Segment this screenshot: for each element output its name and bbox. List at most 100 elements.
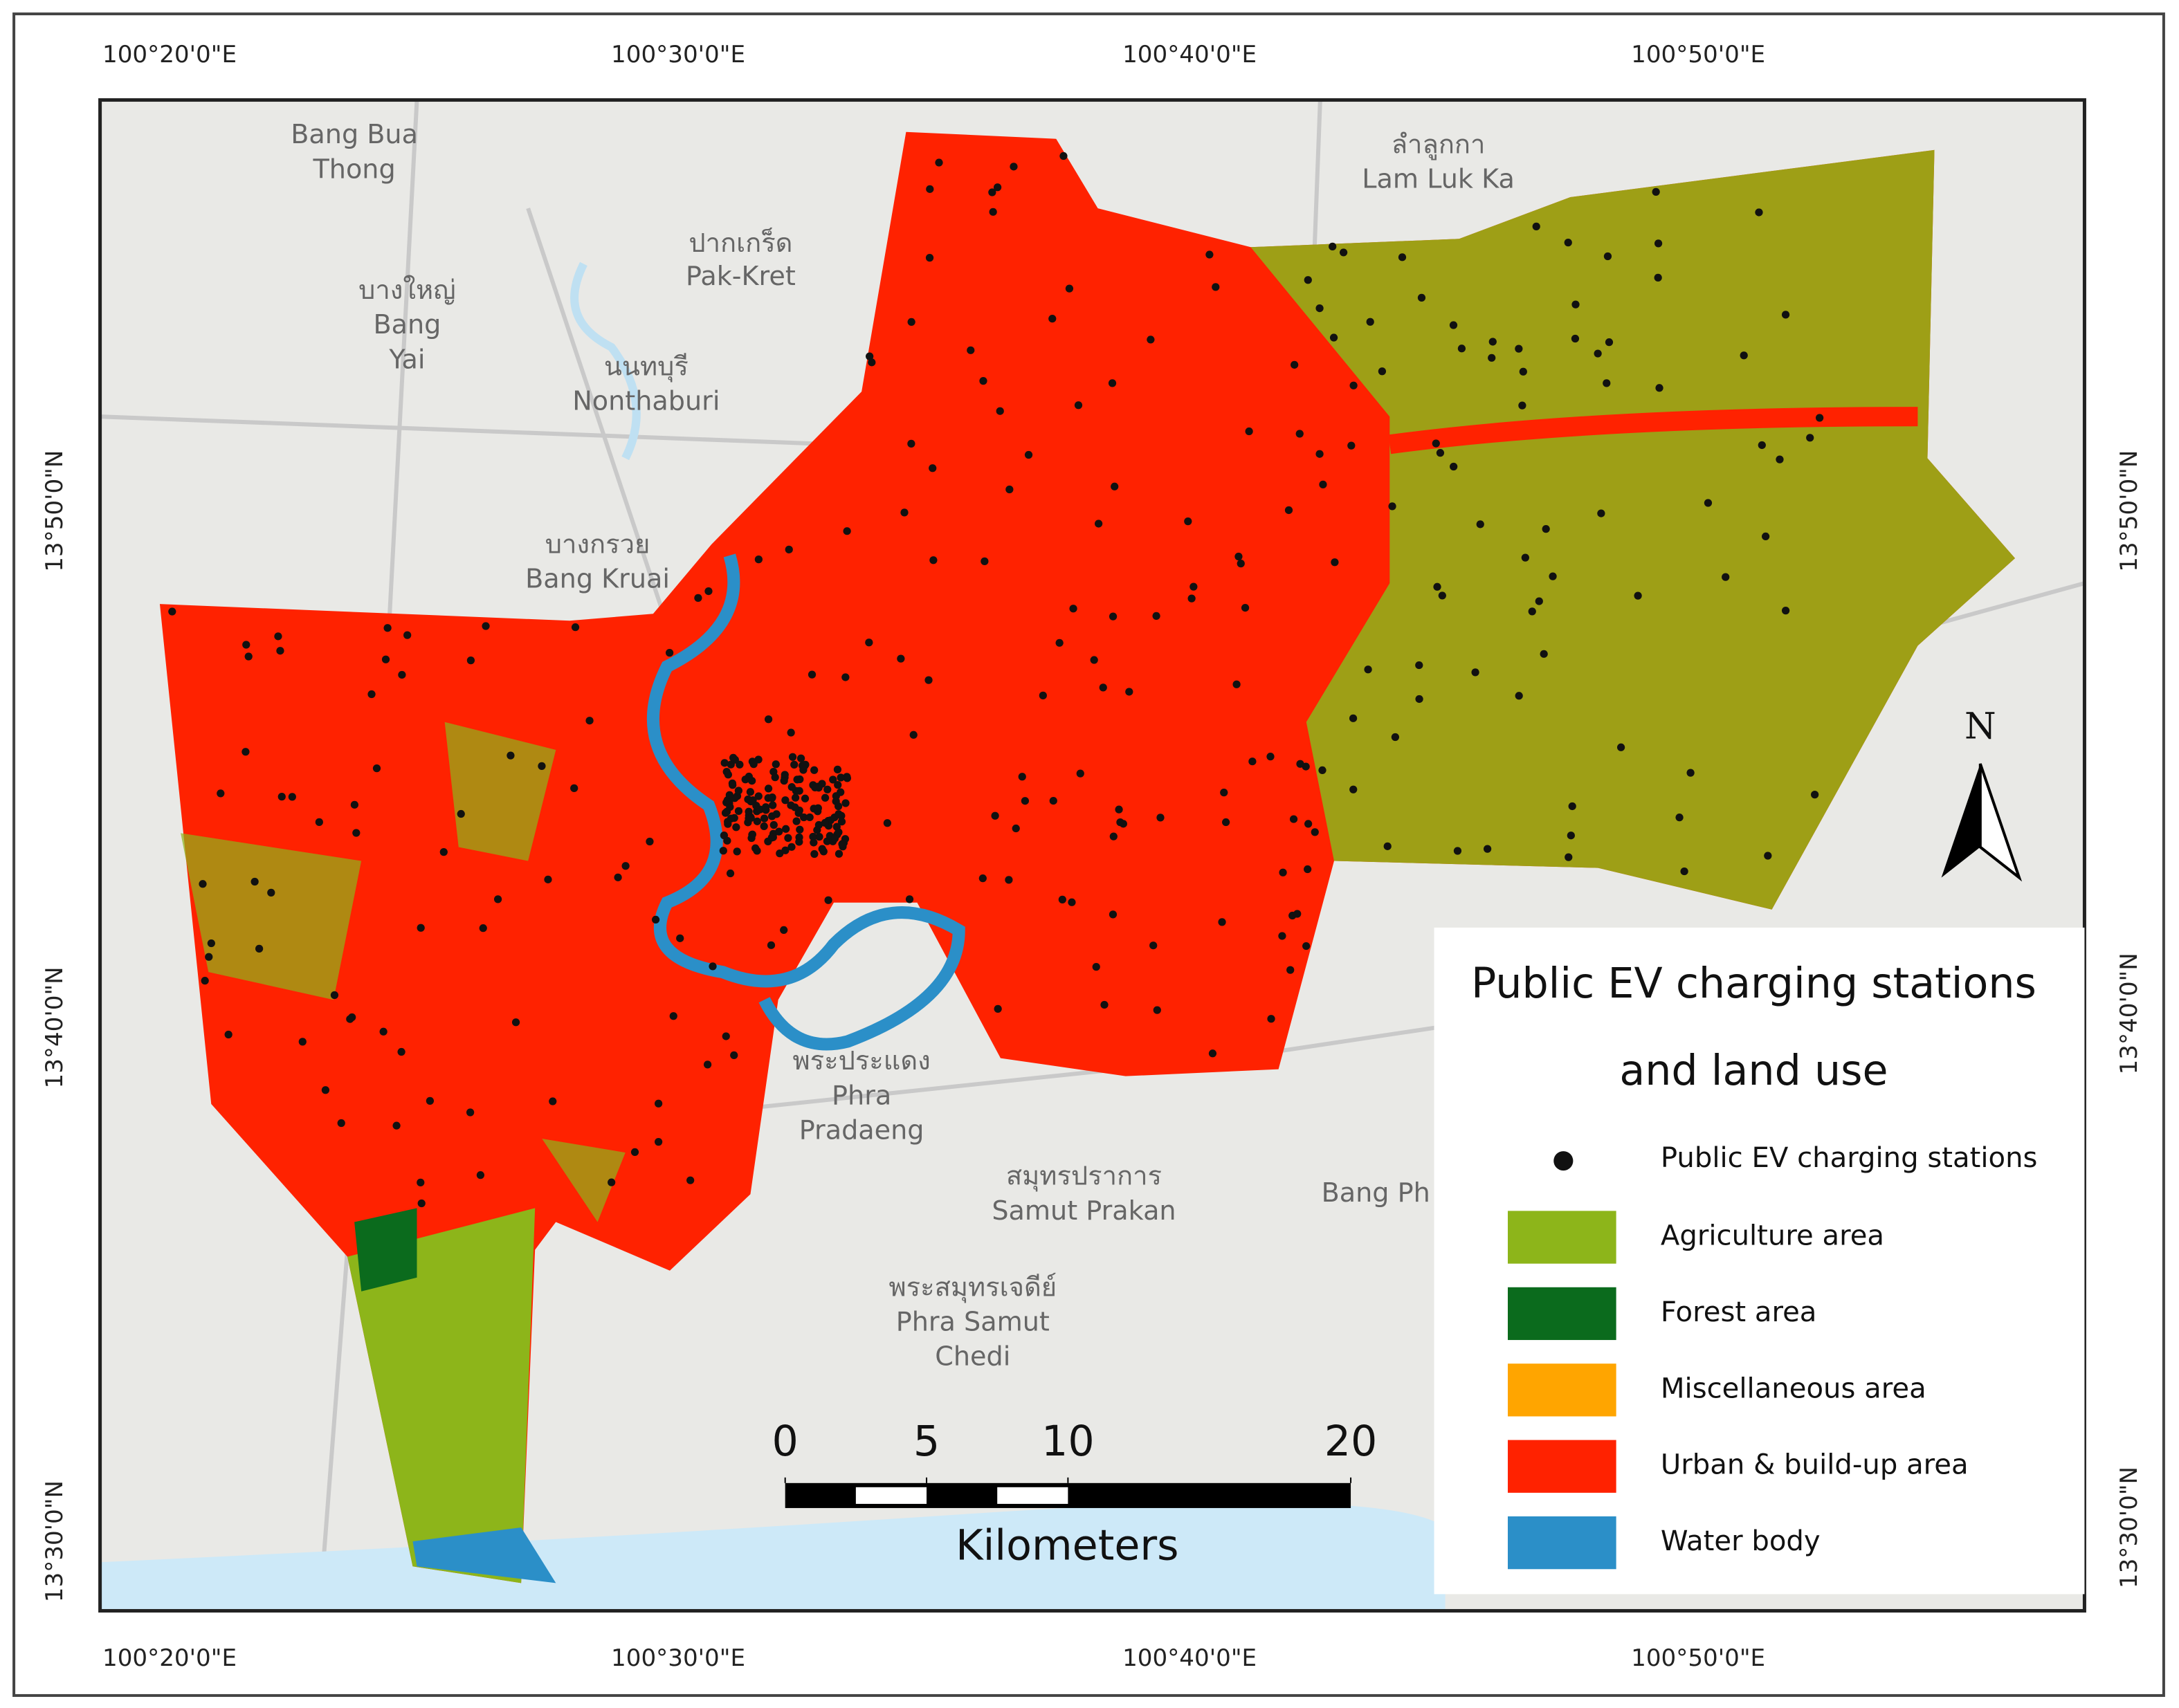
station [1488, 338, 1497, 346]
forest [354, 1208, 417, 1292]
scale-segment [997, 1487, 1068, 1504]
station [1616, 743, 1625, 751]
station [321, 1086, 330, 1094]
station [1111, 482, 1119, 490]
station [1605, 338, 1614, 347]
station [781, 796, 790, 805]
station [866, 352, 874, 360]
station [780, 777, 788, 785]
station [1476, 520, 1484, 529]
scale-bar: Kilometers 0 5 10 20 [772, 1417, 1378, 1570]
station [665, 649, 674, 657]
station [1450, 462, 1458, 471]
station [1680, 867, 1688, 876]
station [730, 1051, 738, 1059]
station [655, 1138, 663, 1146]
agriculture-east [1250, 149, 2016, 910]
station [821, 793, 830, 802]
station [837, 818, 846, 826]
station [785, 545, 793, 553]
station [724, 771, 733, 779]
station [824, 896, 832, 904]
station [1220, 789, 1228, 797]
station [1764, 852, 1772, 860]
station [729, 781, 737, 789]
station [764, 715, 773, 724]
station [792, 817, 801, 825]
place: Yai [388, 344, 425, 374]
station [821, 818, 829, 827]
station [724, 818, 732, 826]
station [330, 991, 339, 1000]
places: Bang Bua Thong ลำลูกกา Lam Luk Ka ปากเกร… [291, 119, 1515, 1371]
station [1347, 441, 1356, 450]
station [748, 831, 756, 839]
charging-stations [168, 151, 1824, 1208]
station [686, 1176, 695, 1184]
station [1100, 1000, 1109, 1009]
station [790, 760, 799, 769]
station [1094, 520, 1103, 528]
legend-swatch [1507, 1440, 1616, 1493]
station [1535, 597, 1543, 605]
station [1147, 336, 1155, 344]
station [1222, 818, 1230, 827]
station [907, 439, 915, 448]
station [771, 773, 779, 782]
station [725, 791, 733, 799]
station [1391, 733, 1400, 742]
station [835, 828, 843, 836]
station [585, 717, 594, 725]
station [352, 829, 361, 837]
station [769, 820, 778, 829]
legend-label: Water body [1661, 1525, 1821, 1557]
station [439, 848, 448, 856]
station [719, 847, 727, 855]
station [813, 826, 821, 834]
station [865, 639, 873, 647]
station [754, 755, 763, 764]
station [815, 832, 823, 841]
station [1267, 1015, 1275, 1023]
station [1518, 401, 1526, 410]
station [722, 1032, 730, 1040]
station [769, 801, 777, 809]
arrow-left [1941, 764, 1980, 878]
station [1212, 283, 1220, 291]
station [315, 818, 323, 826]
station [493, 895, 502, 903]
station [1571, 300, 1580, 309]
station [810, 850, 819, 858]
place: Bang Ph [1322, 1177, 1430, 1208]
station [760, 814, 769, 823]
legend-swatch [1507, 1287, 1616, 1341]
station [754, 792, 763, 800]
station [1153, 1006, 1161, 1014]
station [1594, 349, 1602, 358]
place: นนทบุรี [604, 351, 689, 382]
station [907, 318, 915, 327]
station [994, 1004, 1002, 1013]
station [978, 874, 987, 883]
north-label: N [1964, 706, 1996, 747]
station [1433, 582, 1441, 591]
station [1815, 414, 1824, 422]
north-arrow: N [1941, 706, 2023, 882]
coordinate-labels: 100°20'0"E 100°30'0"E 100°40'0"E 100°50'… [41, 41, 2143, 1672]
station [1758, 441, 1766, 450]
station [1232, 680, 1241, 688]
station [784, 834, 792, 842]
top-label: 100°40'0"E [1122, 41, 1257, 68]
legend-label: Public EV charging stations [1661, 1142, 2038, 1174]
station [747, 797, 755, 806]
station [1564, 239, 1572, 247]
station [1092, 963, 1100, 971]
agriculture-west [181, 722, 626, 1222]
place: Thong [313, 154, 396, 184]
station [1234, 552, 1243, 561]
station [808, 670, 817, 679]
station [1156, 814, 1165, 822]
station [621, 862, 630, 870]
station [1781, 607, 1790, 615]
